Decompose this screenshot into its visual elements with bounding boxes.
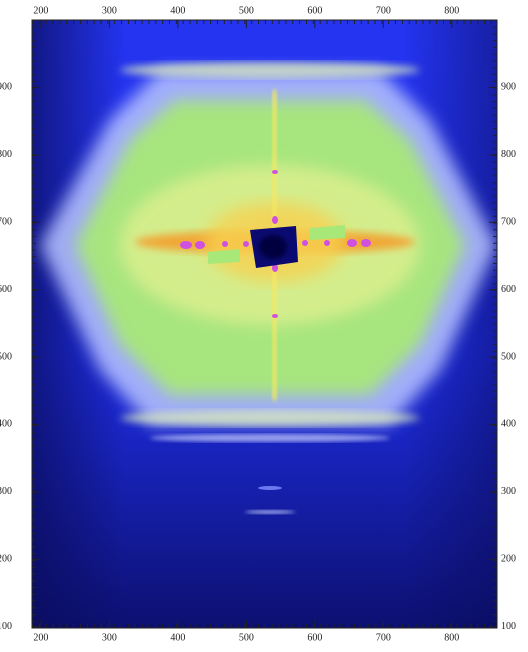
x-tick-label-bottom: 500 — [239, 632, 254, 643]
y-tick-label-left: 500 — [0, 351, 12, 362]
y-tick-label-left: 700 — [0, 217, 12, 228]
x-tick-label-top: 700 — [376, 5, 391, 16]
y-tick-label-right: 300 — [501, 486, 516, 497]
y-tick-label-left: 200 — [0, 554, 12, 565]
x-tick-label-bottom: 400 — [170, 632, 185, 643]
x-tick-label-top: 400 — [170, 5, 185, 16]
y-tick-label-right: 600 — [501, 284, 516, 295]
axes — [31, 19, 498, 629]
x-tick-label-top: 600 — [307, 5, 322, 16]
y-tick-label-left: 100 — [0, 621, 12, 632]
x-tick-label-bottom: 600 — [307, 632, 322, 643]
y-tick-label-left: 300 — [0, 486, 12, 497]
x-tick-label-bottom: 800 — [444, 632, 459, 643]
y-tick-label-right: 900 — [501, 82, 516, 93]
y-tick-label-right: 200 — [501, 554, 516, 565]
x-tick-label-top: 800 — [444, 5, 459, 16]
x-tick-label-bottom: 300 — [102, 632, 117, 643]
y-tick-label-right: 100 — [501, 621, 516, 632]
y-tick-label-right: 500 — [501, 351, 516, 362]
y-tick-label-left: 900 — [0, 82, 12, 93]
y-tick-label-left: 600 — [0, 284, 12, 295]
y-tick-label-right: 700 — [501, 217, 516, 228]
y-tick-label-left: 800 — [0, 149, 12, 160]
y-tick-label-right: 400 — [501, 419, 516, 430]
x-tick-label-top: 500 — [239, 5, 254, 16]
x-tick-label-top: 300 — [102, 5, 117, 16]
x-tick-label-bottom: 200 — [33, 632, 48, 643]
x-tick-label-top: 200 — [33, 5, 48, 16]
y-tick-label-left: 400 — [0, 419, 12, 430]
x-tick-label-bottom: 700 — [376, 632, 391, 643]
diffraction-image — [32, 20, 497, 628]
y-tick-label-right: 800 — [501, 149, 516, 160]
